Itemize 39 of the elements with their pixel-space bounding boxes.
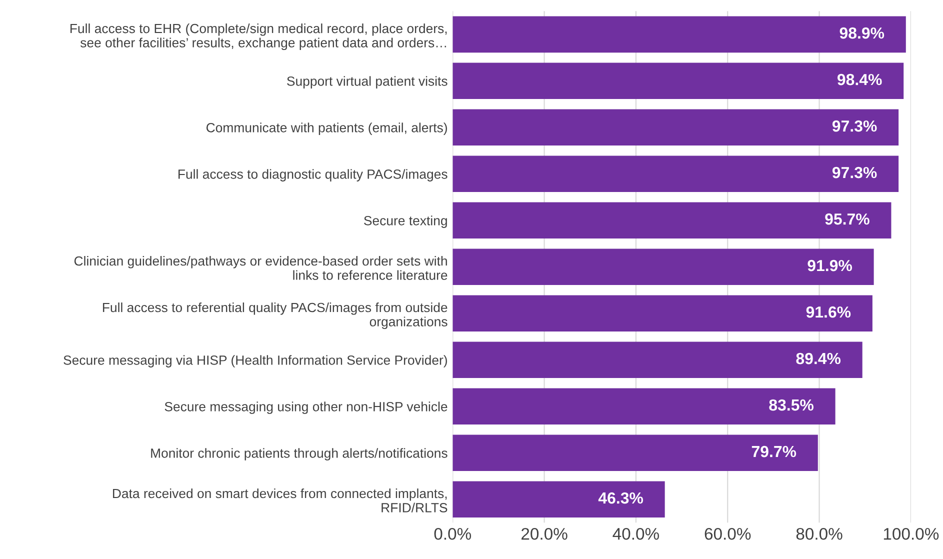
- bar: [452, 16, 906, 53]
- bar: [452, 388, 836, 425]
- bar: [452, 202, 892, 239]
- data-label: 98.4%: [837, 74, 882, 86]
- bar: [452, 109, 899, 146]
- data-label: 79.7%: [752, 446, 796, 458]
- x-tick-label: 40.0%: [612, 528, 659, 540]
- bar: [452, 481, 665, 518]
- y-tick-label: Secure messaging using other non-HISP vehicle: [164, 402, 448, 414]
- x-tick-label: 60.0%: [704, 528, 751, 540]
- bar: [452, 156, 899, 192]
- bar: [452, 434, 818, 472]
- data-label: 97.3%: [832, 166, 877, 178]
- y-tick-label: Support virtual patient visits: [287, 76, 448, 88]
- data-label: 89.4%: [796, 352, 841, 364]
- bar: [452, 248, 874, 286]
- y-tick-label: Full access to diagnostic quality PACS/images: [178, 169, 448, 182]
- data-label: 46.3%: [598, 492, 644, 504]
- data-label: 97.3%: [832, 120, 877, 132]
- y-tick-label: Full access to EHR (Complete/sign medical record, place orders, see other facilities’ results, exchange patient data and orders…: [70, 24, 447, 50]
- y-tick-label: Clinician guidelines/pathways or evidence-based order sets with links to reference literature: [74, 256, 448, 280]
- y-tick-label: Monitor chronic patients through alerts/notifications: [151, 448, 448, 460]
- x-tick-label: 20.0%: [522, 528, 568, 540]
- data-label: 95.7%: [825, 213, 870, 225]
- data-label: 91.9%: [808, 260, 852, 272]
- y-tick-label: Full access to referential quality PACS/images from outside organizations: [102, 302, 448, 329]
- y-tick-label: Secure messaging via HISP (Health Information Service Provider): [64, 355, 447, 368]
- y-tick-label: Data received on smart devices from connected implants, RFID/RLTS: [113, 488, 448, 512]
- bar: [452, 295, 872, 332]
- data-label: 83.5%: [769, 399, 814, 411]
- x-tick-label: 100.0%: [884, 528, 939, 540]
- bar: [452, 342, 862, 378]
- y-tick-label: Secure texting: [364, 216, 447, 228]
- x-tick-label: 80.0%: [796, 528, 842, 540]
- data-label: 91.6%: [806, 306, 851, 318]
- x-tick-label: 0.0%: [434, 528, 472, 540]
- data-label: 98.9%: [840, 27, 884, 39]
- y-tick-label: Communicate with patients (email, alerts): [206, 122, 447, 135]
- bar: [452, 62, 904, 100]
